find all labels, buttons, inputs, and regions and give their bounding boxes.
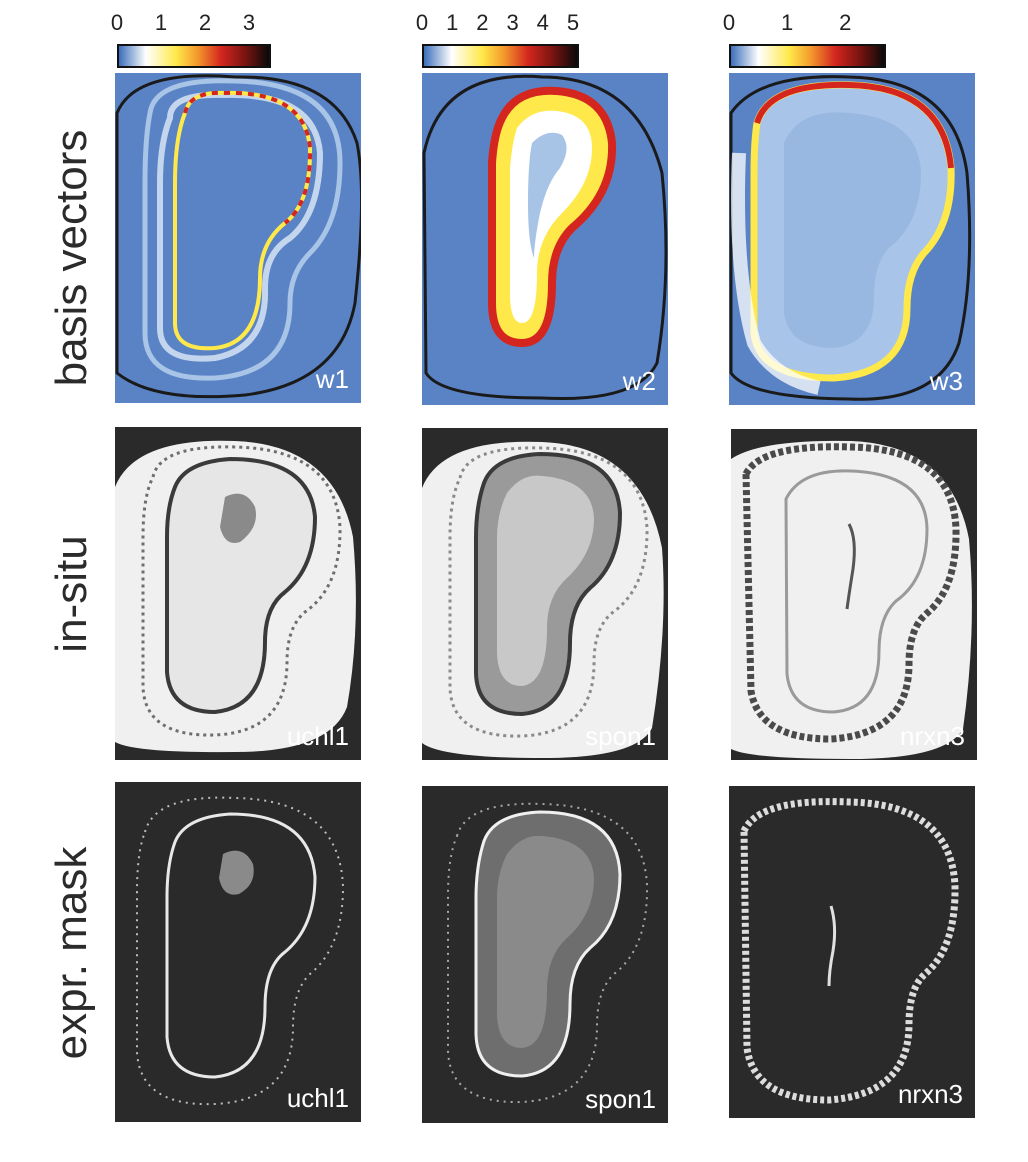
expr-mask-panel-nrxn3: nrxn3 xyxy=(729,786,975,1118)
expr-mask-image-nrxn3 xyxy=(740,798,959,1104)
colorbar-w1: 0 1 2 3 xyxy=(111,10,271,68)
expr-mask-image-uchl1 xyxy=(136,796,345,1106)
colorbar-tick: 3 xyxy=(242,10,256,35)
in-situ-image-nrxn3 xyxy=(731,440,972,759)
colorbar-gradient xyxy=(117,44,271,68)
colorbar-tick: 1 xyxy=(446,10,459,35)
in-situ-panel-uchl1: uchl1 xyxy=(115,427,361,760)
colorbar-tick: 1 xyxy=(154,10,168,35)
expr-mask-panel-spon1: spon1 xyxy=(422,786,668,1123)
colorbar-tick: 2 xyxy=(839,10,852,35)
panel-label: uchl1 xyxy=(286,1083,349,1113)
panel-label: nrxn3 xyxy=(899,721,965,751)
panel-label: w1 xyxy=(315,364,349,394)
panel-label: spon1 xyxy=(585,721,656,751)
row-label-in-situ: in-situ xyxy=(47,535,96,653)
colorbar-w2: 0 1 2 3 4 5 xyxy=(416,10,580,68)
panel-label: w2 xyxy=(622,366,656,396)
colorbar-tick: 0 xyxy=(110,10,124,35)
basis-vector-panel-w2: w2 xyxy=(422,73,668,405)
colorbar-tick: 0 xyxy=(722,10,736,35)
colorbar-tick: 1 xyxy=(781,10,794,35)
basis-vector-panel-w1: w1 xyxy=(115,73,361,403)
colorbar-tick: 3 xyxy=(506,10,519,35)
expr-mask-panel-uchl1: uchl1 xyxy=(115,782,361,1122)
heatmap-w1 xyxy=(115,74,361,399)
colorbar-tick: 2 xyxy=(476,10,489,35)
in-situ-panel-spon1: spon1 xyxy=(422,428,668,760)
colorbar-tick: 4 xyxy=(536,10,549,35)
panel-label: uchl1 xyxy=(286,721,349,751)
in-situ-panel-nrxn3: nrxn3 xyxy=(731,429,977,760)
colorbar-w3: 0 1 2 xyxy=(723,10,886,68)
heatmap-w3 xyxy=(729,75,972,401)
expr-mask-image-spon1 xyxy=(447,802,649,1104)
row-label-expr-mask: expr. mask xyxy=(47,846,96,1060)
panel-label: nrxn3 xyxy=(897,1079,963,1109)
panel-label: w3 xyxy=(929,366,963,396)
colorbar-gradient xyxy=(729,44,886,68)
basis-vector-panel-w3: w3 xyxy=(729,73,975,405)
heatmap-w2 xyxy=(422,74,668,401)
colorbar-tick: 5 xyxy=(566,10,580,35)
in-situ-image-spon1 xyxy=(422,441,664,758)
colorbar-tick: 0 xyxy=(415,10,429,35)
panel-label: spon1 xyxy=(585,1084,656,1114)
colorbar-gradient xyxy=(422,44,579,68)
colorbar-tick: 2 xyxy=(198,10,212,35)
row-label-basis-vectors: basis vectors xyxy=(47,129,96,387)
in-situ-image-uchl1 xyxy=(115,440,356,753)
